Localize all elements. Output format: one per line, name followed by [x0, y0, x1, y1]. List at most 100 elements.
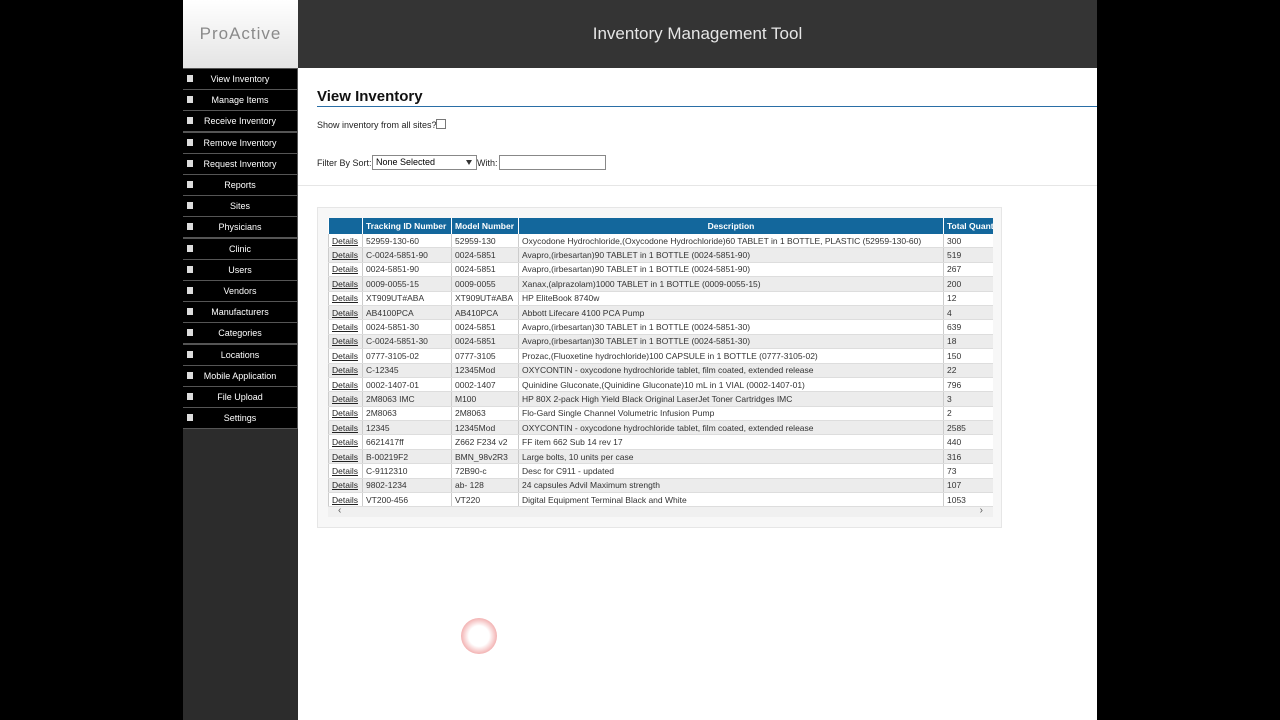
- scroll-left[interactable]: ‹: [338, 505, 342, 516]
- cell: C-12345: [362, 363, 452, 378]
- table-row: Details 0024-5851-90 0024-5851 Avapro,(irbe…: [328, 262, 993, 278]
- details-link[interactable]: Details: [332, 365, 358, 376]
- cell: Details: [328, 391, 363, 407]
- table-row: Details 2M8063 2M8063 Flo-Gard Single Chann…: [328, 406, 993, 422]
- cell: Details: [328, 234, 363, 249]
- column-header: Description: [518, 218, 944, 234]
- details-link[interactable]: Details: [332, 307, 358, 318]
- nav-item[interactable]: Clinic: [183, 237, 298, 260]
- cell: 267: [943, 262, 993, 278]
- nav-icon: [187, 181, 193, 188]
- nav-item[interactable]: Locations: [183, 343, 298, 366]
- cell: VT200-456: [362, 492, 452, 507]
- cell: Details: [328, 377, 363, 393]
- nav-item[interactable]: Vendors: [183, 280, 298, 302]
- cell: 52959-130: [451, 234, 519, 249]
- scrollbar[interactable]: ‹ ›: [328, 505, 993, 517]
- nav-item[interactable]: Receive Inventory: [183, 110, 298, 133]
- nav-item[interactable]: Mobile Application: [183, 364, 298, 387]
- nav-item[interactable]: Manage Items: [183, 89, 298, 112]
- cell: Details: [328, 348, 363, 364]
- header-row: Tracking ID Number Model Number Descriptio…: [328, 218, 993, 234]
- table-row: Details AB4100PCA AB410PCA Abbott Lifecare …: [328, 305, 993, 321]
- nav-icon: [187, 308, 193, 316]
- nav-item[interactable]: Users: [183, 258, 298, 281]
- nav-icon: [187, 75, 193, 82]
- nav-item[interactable]: View Inventory: [183, 68, 298, 90]
- cell: 316: [943, 449, 993, 465]
- nav-item[interactable]: Sites: [183, 195, 298, 218]
- nav-icon: [187, 414, 193, 422]
- details-link[interactable]: Details: [332, 278, 358, 289]
- details-link[interactable]: Details: [332, 264, 358, 275]
- details-link[interactable]: Details: [332, 235, 358, 246]
- cell: 440: [943, 434, 993, 450]
- details-link[interactable]: Details: [332, 465, 358, 476]
- cell: 72B90-c: [451, 463, 519, 479]
- cell: ab- 128: [451, 478, 519, 494]
- details-link[interactable]: Details: [332, 494, 358, 505]
- cell: XT909UT#ABA: [451, 291, 519, 306]
- cell: C-0024-5851-90: [362, 247, 452, 263]
- cell: 0009-0055-15: [362, 276, 452, 292]
- nav-item[interactable]: Settings: [183, 407, 298, 430]
- checkbox[interactable]: [436, 119, 446, 129]
- cell: 200: [943, 276, 993, 292]
- cell: Details: [328, 478, 363, 494]
- nav-item[interactable]: Request Inventory: [183, 152, 298, 175]
- cell: Details: [328, 334, 363, 350]
- cell: 0009-0055: [451, 276, 519, 292]
- cell: 0024-5851-90: [362, 262, 452, 278]
- cell: OXYCONTIN - oxycodone hydrochloride tabl…: [518, 363, 944, 378]
- nav-item[interactable]: Remove Inventory: [183, 131, 298, 154]
- cell: 0002-1407-01: [362, 377, 452, 393]
- details-link[interactable]: Details: [332, 379, 358, 390]
- cell: 0024-5851: [451, 319, 519, 335]
- nav-item[interactable]: Manufacturers: [183, 301, 298, 324]
- cell: 6621417ff: [362, 434, 452, 450]
- cell: OXYCONTIN - oxycodone hydrochloride tabl…: [518, 420, 944, 436]
- with-input[interactable]: [499, 155, 606, 170]
- sort-select[interactable]: None Selected: [372, 155, 477, 170]
- details-link[interactable]: Details: [332, 350, 358, 361]
- cell: 2M8063: [451, 406, 519, 422]
- app-title: Inventory Management Tool: [298, 0, 1097, 68]
- cell: 52959-130-60: [362, 234, 452, 249]
- nav-icon: [187, 202, 193, 210]
- cell: VT220: [451, 492, 519, 507]
- scroll-right[interactable]: ›: [979, 505, 983, 516]
- details-link[interactable]: Details: [332, 250, 358, 261]
- cell: Desc for C911 - updated: [518, 463, 944, 479]
- cell: Avapro,(irbesartan)90 TABLET in 1 BOTTLE…: [518, 247, 944, 263]
- table-scroll: Tracking ID Number Model Number Descriptio…: [328, 218, 993, 507]
- cell: Details: [328, 449, 363, 465]
- table-body: Details 52959-130-60 52959-130 Oxycodone Hy…: [328, 234, 993, 507]
- details-link[interactable]: Details: [332, 408, 358, 419]
- details-link[interactable]: Details: [332, 437, 358, 448]
- details-link[interactable]: Details: [332, 322, 358, 333]
- details-link[interactable]: Details: [332, 480, 358, 491]
- cell: 0024-5851: [451, 262, 519, 278]
- cell: C-9112310: [362, 463, 452, 479]
- details-link[interactable]: Details: [332, 422, 358, 433]
- cell: 519: [943, 247, 993, 263]
- cell: 2M8063: [362, 406, 452, 422]
- table-row: Details 0024-5851-30 0024-5851 Avapro,(irbe…: [328, 319, 993, 335]
- nav-item[interactable]: Physicians: [183, 216, 298, 239]
- nav-item[interactable]: Reports: [183, 174, 298, 196]
- nav-item[interactable]: File Upload: [183, 386, 298, 408]
- column-header: Total Quantity: [943, 218, 993, 234]
- cell: Details: [328, 492, 363, 507]
- cell: 0024-5851: [451, 247, 519, 263]
- details-link[interactable]: Details: [332, 451, 358, 462]
- details-link[interactable]: Details: [332, 393, 358, 404]
- details-link[interactable]: Details: [332, 293, 358, 304]
- cell: 22: [943, 363, 993, 378]
- nav-item[interactable]: Categories: [183, 322, 298, 345]
- cell: Digital Equipment Terminal Black and Whi…: [518, 492, 944, 507]
- table-row: Details 9802-1234 ab- 128 24 capsules Advil…: [328, 478, 993, 494]
- logo: ProActive: [183, 0, 298, 68]
- nav-icon: [187, 329, 193, 337]
- cell: 73: [943, 463, 993, 479]
- details-link[interactable]: Details: [332, 336, 358, 347]
